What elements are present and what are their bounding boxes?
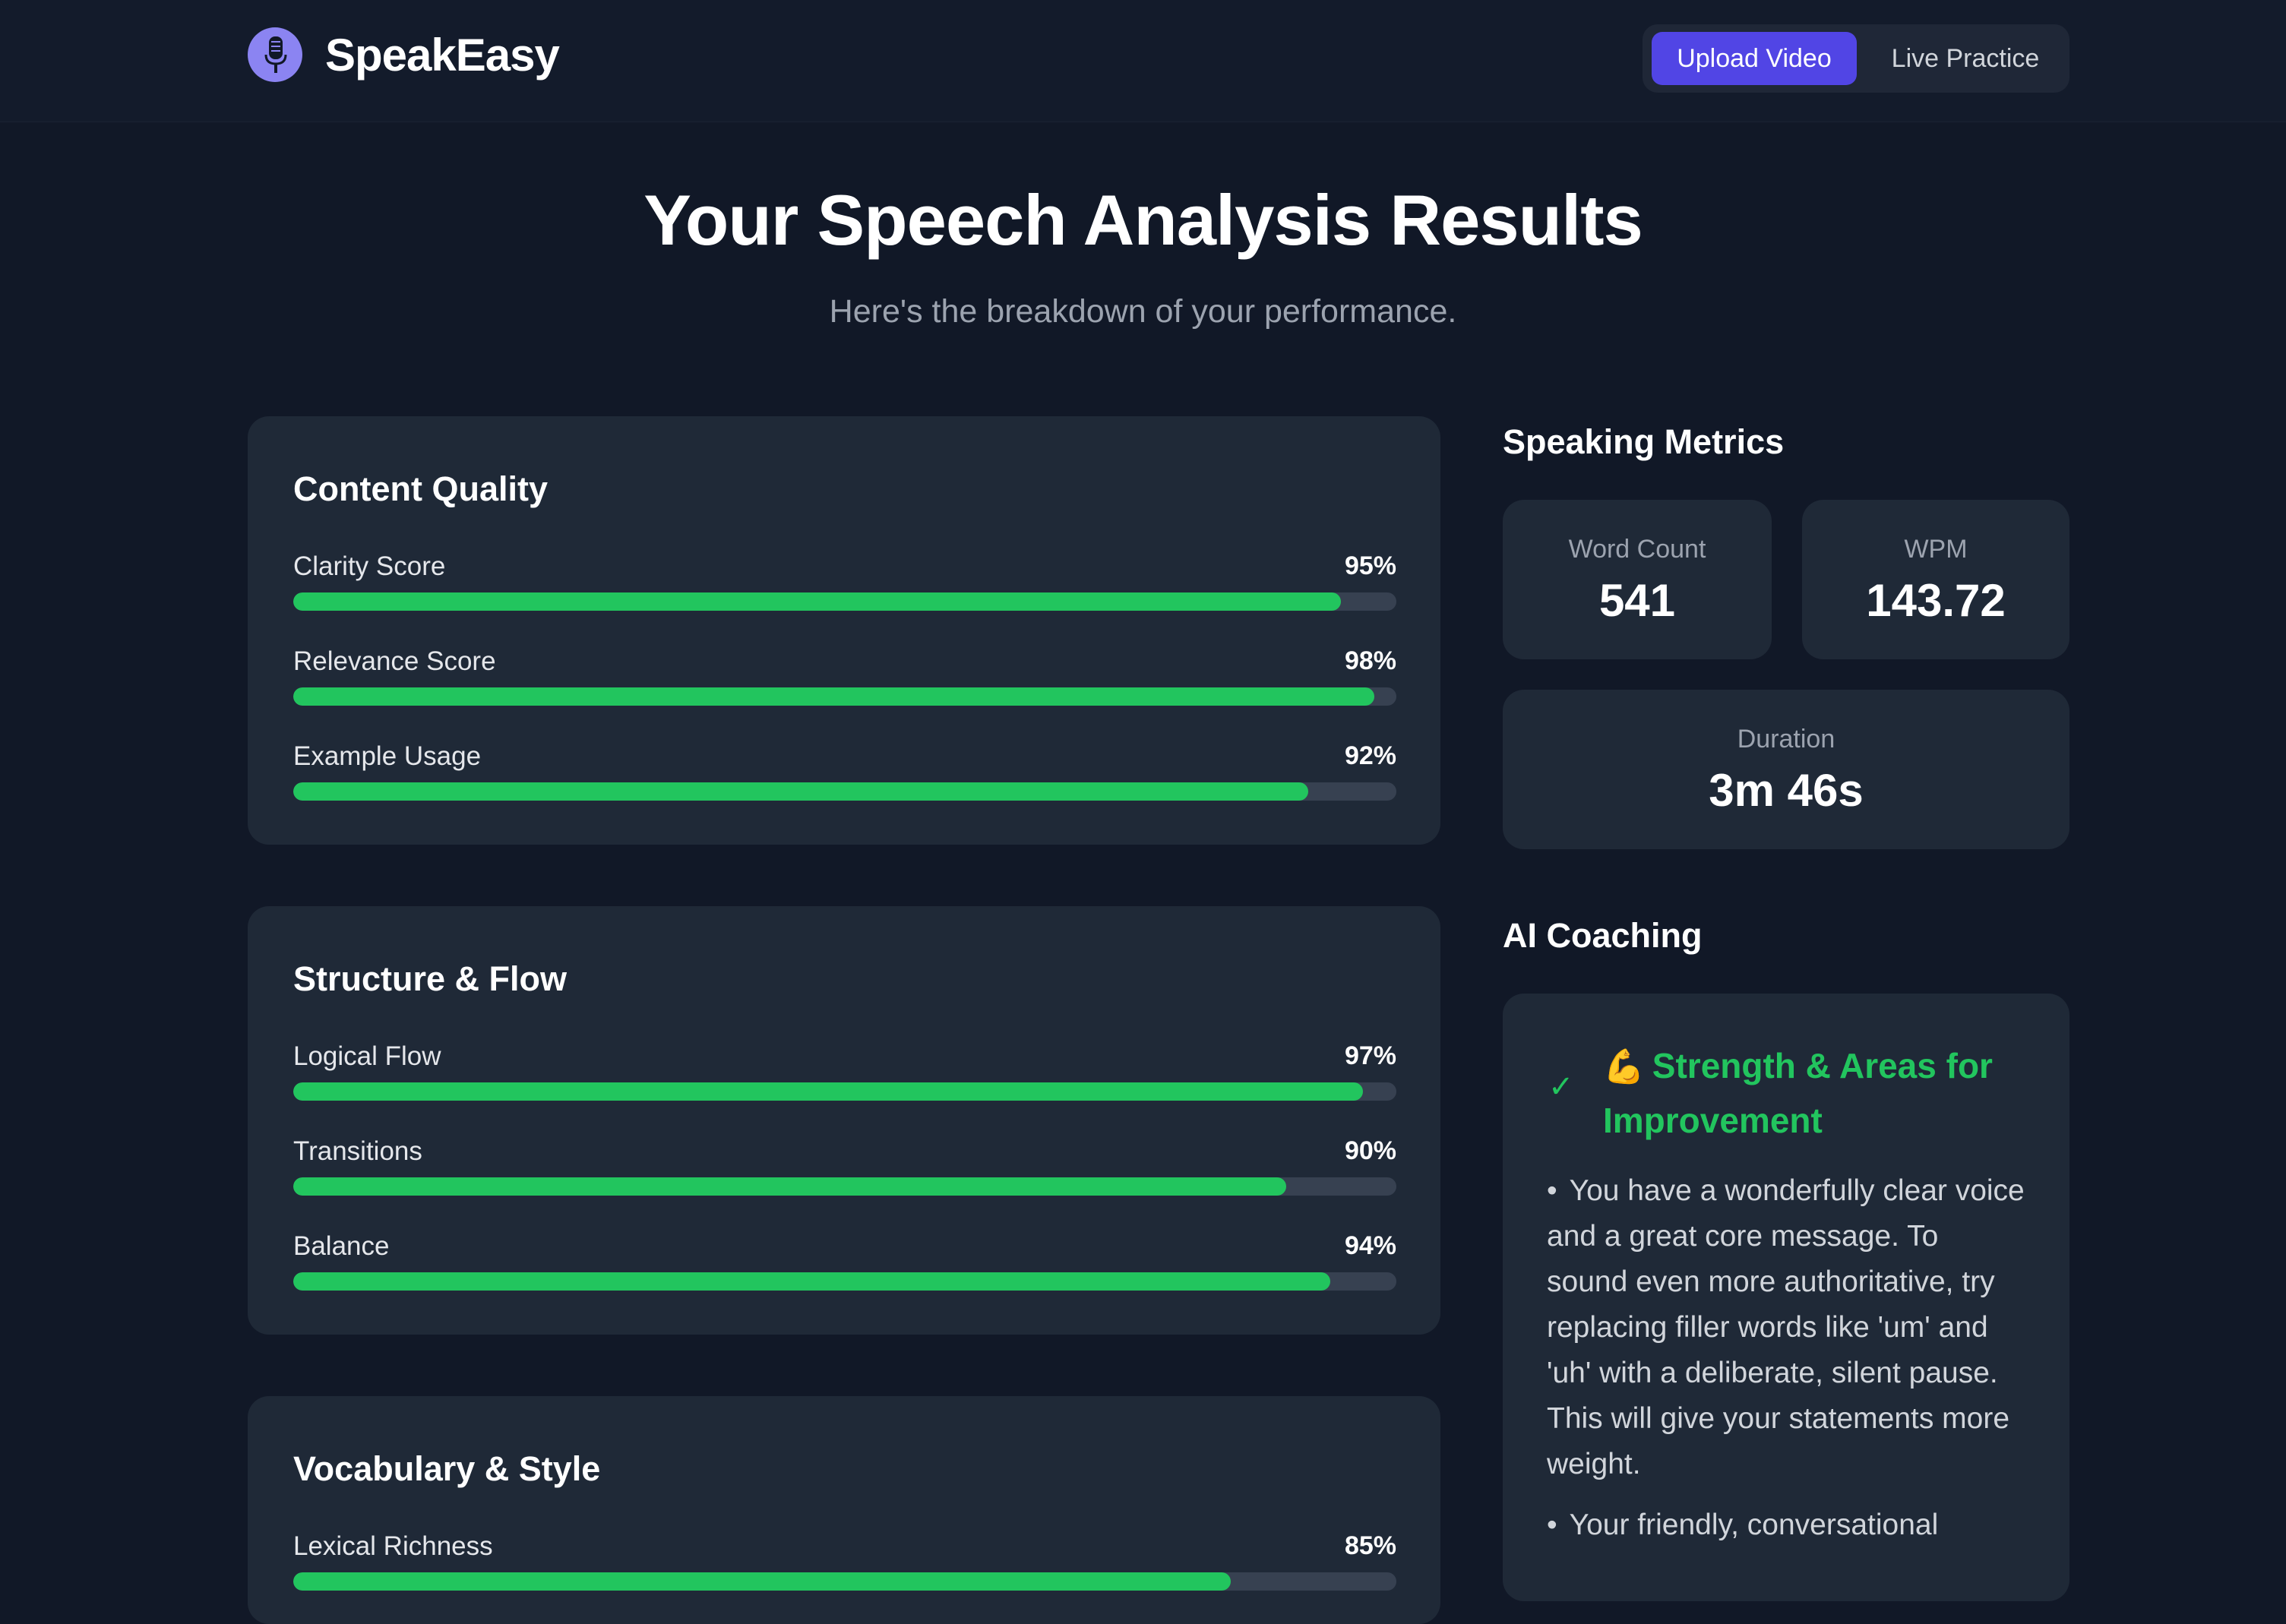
stat-value: 541 [1598,575,1676,626]
flexed-biceps-icon: 💪 [1603,1048,1645,1085]
metric-label: Logical Flow [293,1041,441,1071]
metric-value: 90% [1344,1136,1396,1165]
metric-label: Relevance Score [293,646,496,676]
stat-label: Word Count [1568,535,1706,564]
progress-track [293,1177,1396,1196]
check-icon: ✓ [1548,1070,1574,1104]
card-title: Content Quality [293,469,548,508]
top-header: SpeakEasy Upload Video Live Practice [0,0,2286,122]
content-quality-card: Content Quality Clarity Score 95% Releva… [248,416,1440,845]
progress-track [293,1272,1396,1291]
upload-video-button[interactable]: Upload Video [1652,32,1857,85]
metric-value: 94% [1344,1231,1396,1260]
stat-value: 3m 46s [1709,765,1864,816]
progress-fill [293,1572,1232,1591]
progress-track [293,592,1396,611]
ai-coaching-heading: AI Coaching [1503,916,1703,955]
stat-label: WPM [1904,535,1968,564]
metric-value: 98% [1344,646,1396,675]
progress-track [293,687,1396,706]
metric-label: Clarity Score [293,551,446,581]
card-title: Structure & Flow [293,959,568,998]
live-practice-button[interactable]: Live Practice [1891,44,2040,73]
coaching-tip: Your friendly, conversational [1547,1502,2025,1548]
vocabulary-style-card: Vocabulary & Style Lexical Richness 85% [248,1396,1440,1624]
brand-name: SpeakEasy [325,29,560,81]
stat-label: Duration [1737,725,1835,754]
duration-card: Duration 3m 46s [1503,690,2069,849]
page-title: Your Speech Analysis Results [643,180,1643,260]
progress-fill [293,1272,1330,1291]
wpm-card: WPM 143.72 [1802,500,2069,659]
coaching-card: ✓ 💪Strength & Areas for Improvement You … [1503,994,2069,1601]
metric-value: 85% [1344,1531,1396,1560]
mode-switch: Upload Video Live Practice [1643,24,2069,93]
metric-label: Lexical Richness [293,1531,493,1561]
progress-fill [293,687,1374,706]
stat-value: 143.72 [1866,575,2006,626]
metric-value: 97% [1344,1041,1396,1070]
speaking-metrics-heading: Speaking Metrics [1503,422,1785,461]
progress-track [293,1572,1396,1591]
coaching-tip: You have a wonderfully clear voice and a… [1547,1168,2025,1487]
progress-fill [293,782,1308,801]
card-title: Vocabulary & Style [293,1449,601,1488]
progress-fill [293,592,1342,611]
microphone-icon [248,27,302,82]
page-subtitle: Here's the breakdown of your performance… [829,293,1457,330]
metric-label: Transitions [293,1136,422,1166]
metric-label: Balance [293,1231,390,1261]
structure-flow-card: Structure & Flow Logical Flow 97% Transi… [248,906,1440,1335]
progress-track [293,1082,1396,1101]
metric-label: Example Usage [293,741,482,771]
brand-logo[interactable]: SpeakEasy [248,27,560,82]
metric-value: 92% [1344,741,1396,770]
metric-value: 95% [1344,551,1396,580]
word-count-card: Word Count 541 [1503,500,1772,659]
coaching-title: 💪 Strength & Areas for Improvement [1603,1039,2051,1147]
coaching-title-text: Strength & Areas for Improvement [1603,1046,1993,1140]
progress-track [293,782,1396,801]
progress-fill [293,1082,1364,1101]
coaching-tips-list: You have a wonderfully clear voice and a… [1547,1168,2025,1563]
progress-fill [293,1177,1286,1196]
